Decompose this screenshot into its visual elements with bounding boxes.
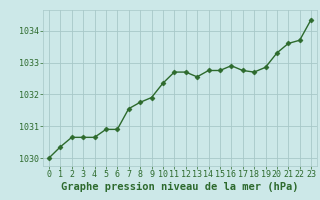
X-axis label: Graphe pression niveau de la mer (hPa): Graphe pression niveau de la mer (hPa)	[61, 182, 299, 192]
